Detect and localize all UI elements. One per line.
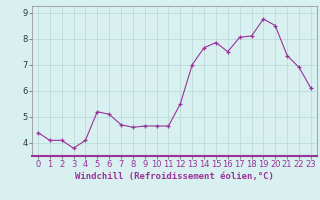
X-axis label: Windchill (Refroidissement éolien,°C): Windchill (Refroidissement éolien,°C) xyxy=(75,172,274,181)
